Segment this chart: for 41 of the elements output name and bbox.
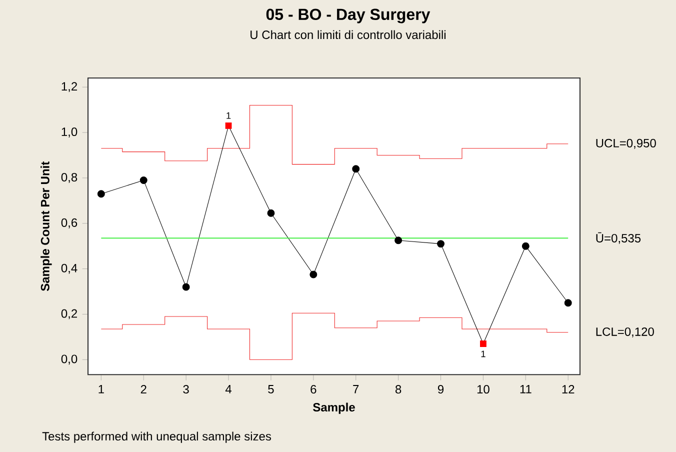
x-tick-label: 6 (310, 385, 316, 394)
x-tick-label: 5 (268, 385, 274, 394)
point (480, 340, 486, 347)
y-tick-label: 1,0 (62, 128, 78, 138)
y-tick-label: 0,8 (61, 172, 78, 183)
chart-subtitle: U Chart con limiti di controllo variabili (250, 30, 446, 40)
point (97, 190, 105, 198)
x-tick-label: 10 (477, 385, 490, 394)
point (310, 270, 318, 278)
x-tick-label: 12 (562, 385, 574, 394)
ref-line-label: Ū=0,535 (596, 232, 641, 244)
point (140, 176, 148, 184)
x-tick-label: 3 (183, 385, 189, 394)
x-tick-label: 4 (225, 385, 232, 394)
x-tick-label: 1 (98, 385, 104, 394)
annotation: 1 (226, 112, 231, 119)
text: UCL=0,950 (596, 138, 656, 149)
x-axis-title: Sample (313, 402, 355, 414)
point (182, 283, 190, 291)
point (437, 240, 444, 248)
point (225, 122, 232, 129)
y-tick-label: 0,2 (61, 309, 77, 320)
point (267, 209, 275, 217)
chart-title: 05 - BO - Day Surgery (266, 8, 430, 24)
point (352, 165, 360, 173)
y-axis-title: Sample Count Per Unit (40, 161, 52, 291)
y-tick-label: 0,4 (61, 264, 78, 274)
text: Tests performed with unequal sample sizes (42, 432, 272, 443)
text: LCL=0,120 (596, 327, 654, 338)
x-tick-label: 8 (396, 385, 402, 394)
x-tick-label: 9 (438, 385, 444, 394)
y-tick-label: 1,2 (62, 82, 77, 92)
x-tick-label: 7 (353, 385, 359, 394)
point (564, 299, 572, 307)
point (522, 242, 530, 250)
point (394, 236, 402, 244)
x-tick-label: 2 (140, 385, 146, 394)
x-tick-label: 11 (520, 385, 532, 394)
y-tick-label: 0,0 (61, 354, 78, 365)
y-tick-label: 0,6 (61, 218, 78, 228)
annotation: 1 (481, 350, 486, 358)
